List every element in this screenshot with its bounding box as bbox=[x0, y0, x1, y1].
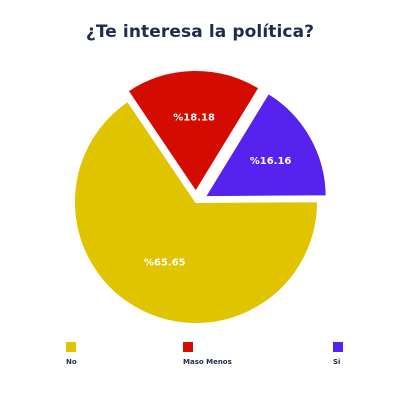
pie-slice-si bbox=[202, 91, 328, 199]
legend: No Maso Menos Si bbox=[0, 342, 400, 372]
legend-swatch-si bbox=[333, 342, 343, 352]
legend-swatch-maso-menos bbox=[183, 342, 193, 352]
legend-label-no: No bbox=[66, 358, 77, 366]
legend-item-si: Si bbox=[333, 342, 343, 366]
legend-swatch-no bbox=[66, 342, 76, 352]
slice-label-maso-menos: %18.18 bbox=[173, 112, 215, 123]
slice-label-si: %16.16 bbox=[250, 156, 292, 167]
legend-label-si: Si bbox=[333, 358, 341, 366]
pie-slice-no bbox=[73, 99, 320, 325]
slice-label-no: %65.65 bbox=[144, 257, 186, 268]
pie-slice-maso-menos bbox=[126, 69, 261, 194]
chart-title: ¿Te interesa la política? bbox=[85, 22, 315, 42]
legend-label-maso-menos: Maso Menos bbox=[183, 358, 232, 366]
legend-item-no: No bbox=[66, 342, 77, 366]
legend-item-maso-menos: Maso Menos bbox=[183, 342, 232, 366]
